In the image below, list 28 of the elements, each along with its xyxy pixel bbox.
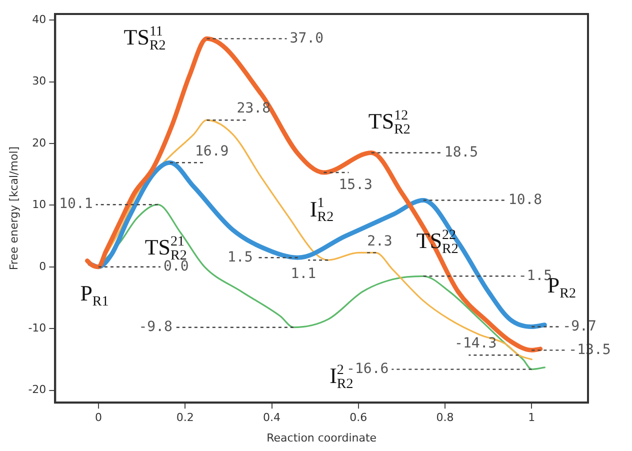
annotation: 23.8 [236,100,271,117]
y-tick-label: -10 [28,321,46,334]
annotation: -16.6 [346,360,389,377]
x-tick-label: 0.8 [436,411,454,424]
y-tick-label: 40 [32,13,46,26]
y-tick-label: 20 [32,136,46,150]
annotation: 1.5 [227,249,253,266]
annotation: 10.1 [59,196,93,212]
x-tick-label: 0 [94,411,102,424]
annotation: 1.1 [290,266,316,282]
annotation: 16.9 [194,143,229,160]
annotation: 18.5 [444,144,478,160]
annotation: 37.0 [290,30,324,46]
y-tick-label: 0 [39,260,46,273]
annotation: 2.3 [367,233,392,250]
annotation: 15.3 [338,177,372,194]
annotation: -14.3 [454,336,497,352]
y-tick-label: -20 [28,383,46,396]
x-axis-title: Reaction coordinate [266,431,377,444]
annotation: 10.8 [508,192,542,208]
x-tick-label: 0.6 [350,411,368,424]
x-tick-label: 1 [528,411,536,424]
y-tick-label: 10 [32,198,46,212]
x-tick-label: 0.4 [263,411,281,424]
annotation: -9.8 [138,318,172,335]
y-tick-label: 30 [32,74,46,88]
y-axis-title: Free energy [kcal/mol] [7,146,20,270]
x-tick-label: 0.2 [176,411,194,424]
